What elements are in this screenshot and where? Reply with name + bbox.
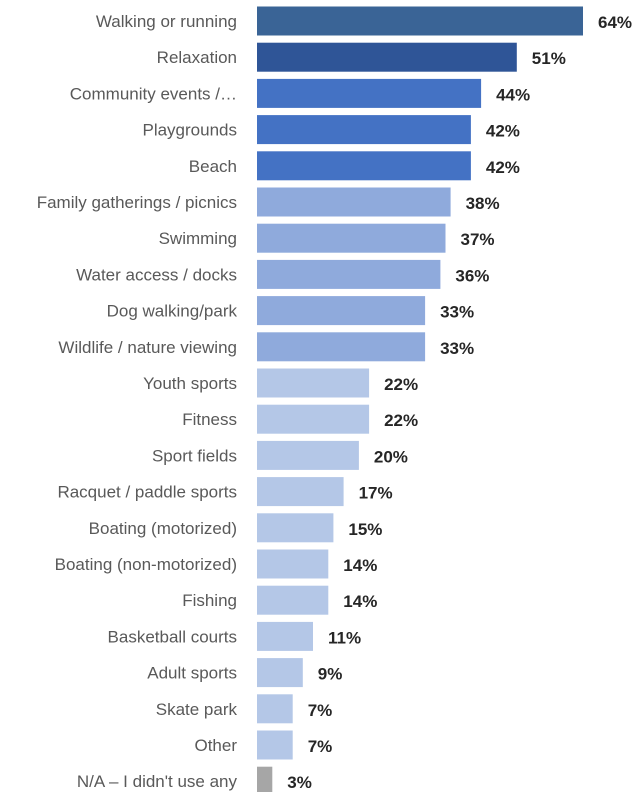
category-label: Water access / docks [76,265,237,284]
bar-14 [257,513,334,543]
category-label: Boating (non-motorized) [55,555,237,574]
category-label: Adult sports [147,664,237,683]
bar-15 [257,549,329,579]
value-label: 22% [384,411,418,430]
value-label: 22% [384,375,418,394]
category-label: Fitness [182,410,237,429]
category-label: Playgrounds [142,121,237,140]
category-label: Dog walking/park [107,302,238,321]
value-label: 44% [496,85,530,104]
category-label: N/A – I didn't use any [77,772,238,791]
value-label: 7% [308,701,333,720]
value-label: 38% [466,194,500,213]
bar-11 [257,404,370,434]
category-label: Community events /… [70,84,237,103]
value-label: 33% [440,303,474,322]
value-label: 3% [287,773,312,792]
value-label: 14% [343,592,377,611]
bar-9 [257,332,426,362]
category-label: Walking or running [96,12,237,31]
category-label: Swimming [159,229,237,248]
value-label: 15% [348,520,382,539]
value-labels-group: 64% 51%44% 42% 42% 38% 37% 36% 33% 33% 22% 22% 20% 1… [287,13,632,792]
value-label: 36% [455,266,489,285]
value-label: 51% [532,49,566,68]
category-label: Youth sports [143,374,237,393]
bar-19 [257,694,293,724]
bar-17 [257,621,313,651]
category-label: Basketball courts [108,627,237,646]
bar-21 [257,766,273,792]
bar-10 [257,368,370,398]
category-label: Beach [189,157,237,176]
bar-0 [257,6,583,36]
category-label: Family gatherings / picnics [37,193,237,212]
value-label: 11% [328,628,361,647]
category-label: Relaxation [157,48,237,67]
value-label: 42% [486,158,520,177]
value-label: 64% [598,13,632,32]
bar-16 [257,585,329,615]
value-label: 42% [486,122,520,141]
bar-18 [257,658,303,688]
bar-12 [257,440,359,470]
value-label: 7% [308,737,333,756]
value-label: 17% [359,484,393,503]
value-label: 37% [461,230,495,249]
value-label: 20% [374,447,408,466]
bar-3 [257,115,471,145]
category-label: Boating (motorized) [89,519,237,538]
category-label: Wildlife / nature viewing [58,338,237,357]
value-label: 33% [440,339,474,358]
category-label: Racquet / paddle sports [57,483,237,502]
bar-13 [257,477,344,507]
bar-1 [257,42,517,72]
category-label: Sport fields [152,446,237,465]
bar-20 [257,730,293,760]
category-label: Other [194,736,237,755]
bar-2 [257,78,482,108]
bar-5 [257,187,451,217]
category-labels-group: Walking or running Relaxation Community ev… [37,12,238,791]
bar-8 [257,296,426,326]
bar-4 [257,151,471,181]
bars-group [257,6,583,792]
category-label: Fishing [182,591,237,610]
category-label: Skate park [156,700,238,719]
value-label: 9% [318,665,343,684]
value-label: 14% [343,556,377,575]
bar-7 [257,259,441,289]
bar-6 [257,223,446,253]
